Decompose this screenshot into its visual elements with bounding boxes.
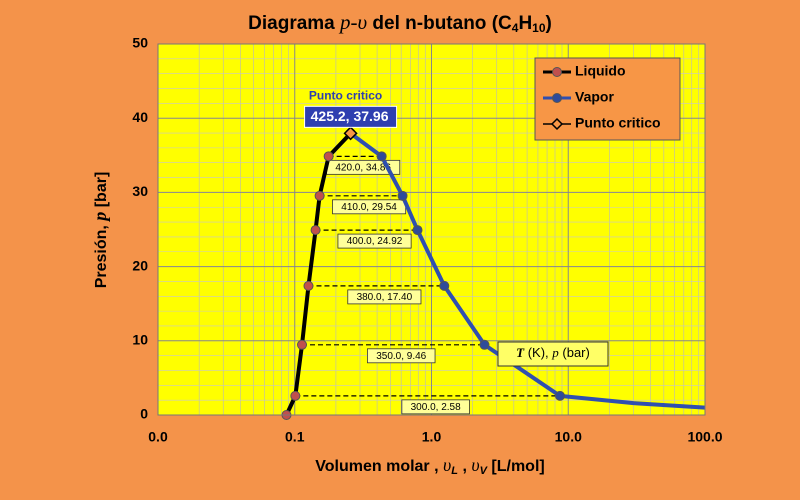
point-label: 420.0, 34.86 <box>335 162 391 173</box>
point-marker <box>323 151 334 162</box>
y-tick-label: 0 <box>140 406 148 422</box>
point-marker <box>554 390 565 401</box>
point-marker <box>412 225 423 236</box>
x-axis-label: Volumen molar , υL , υV [L/mol] <box>315 455 544 477</box>
legend-label: Vapor <box>575 89 614 105</box>
point-marker <box>303 280 314 291</box>
point-marker <box>376 151 387 162</box>
chart-title: Diagrama p-υ del n-butano (C4H10) <box>248 10 552 35</box>
point-marker <box>297 339 308 350</box>
annotation-part: (bar) <box>559 345 590 360</box>
y-tick-label: 10 <box>132 332 148 348</box>
y-axis-label: Presión, p [bar] <box>90 172 110 289</box>
point-label: 410.0, 29.54 <box>341 202 397 213</box>
title-part: del n-butano (C <box>367 13 512 34</box>
title-part: p-υ <box>338 10 367 34</box>
legend-marker <box>550 117 564 131</box>
xlabel-part: Volumen molar , <box>315 458 443 475</box>
x-tick-label: 100.0 <box>687 429 722 445</box>
legend-marker <box>552 93 562 103</box>
xlabel-part: V <box>480 465 489 477</box>
point-label-box <box>367 348 436 364</box>
y-tick-label: 40 <box>132 109 148 125</box>
point-label-box <box>401 399 470 415</box>
point-label: 380.0, 17.40 <box>357 292 413 303</box>
y-tick-label: 30 <box>132 183 148 199</box>
xlabel-part: [L/mol] <box>487 458 545 475</box>
point-marker <box>397 190 408 201</box>
title-part: ) <box>546 13 552 34</box>
annotation-text: T (K), p (bar) <box>516 345 590 360</box>
annotation-part: p <box>551 345 559 360</box>
title-part: H <box>518 13 532 34</box>
point-marker <box>479 339 490 350</box>
legend-label: Liquido <box>575 63 626 79</box>
ylabel-part: [bar] <box>93 172 110 212</box>
x-tick-label: 10.0 <box>555 429 582 445</box>
critical-title: Punto critico <box>309 89 382 103</box>
point-label: 350.0, 9.46 <box>376 351 426 362</box>
annotation-part: (K), <box>524 345 552 360</box>
point-marker <box>439 280 450 291</box>
legend-label: Punto critico <box>575 115 661 131</box>
point-marker <box>314 190 325 201</box>
annotation-box <box>497 341 609 367</box>
xlabel-part: υ <box>443 455 451 475</box>
title-part: 4 <box>512 21 519 35</box>
critical-marker <box>343 126 358 141</box>
legend: Liquido Vapor Punto critico <box>534 57 681 141</box>
y-tick-label: 20 <box>132 257 148 273</box>
point-label: 400.0, 24.92 <box>347 236 403 247</box>
xlabel-part: L <box>451 465 458 477</box>
y-tick-label: 50 <box>132 35 148 51</box>
annotation-part: T <box>516 345 525 360</box>
annotation: T (K), p (bar) <box>497 341 609 367</box>
plot: 300.0, 2.58 350.0, 9.46 380.0, 17.40 400.0,… <box>281 89 706 420</box>
title-part: 10 <box>532 21 546 35</box>
critical-label: 425.2, 37.96 <box>311 108 389 124</box>
legend-marker <box>552 67 562 77</box>
critical-label-box <box>304 105 398 128</box>
point-marker <box>310 225 321 236</box>
xlabel-part: , <box>458 458 471 475</box>
point-label-box <box>347 289 422 305</box>
series-line <box>284 131 353 416</box>
plot-border <box>157 43 706 416</box>
x-tick-label: 1.0 <box>422 429 442 445</box>
ylabel-part: Presión, <box>93 221 110 289</box>
x-tick-label: 0.0 <box>148 429 168 445</box>
title-part: Diagrama <box>248 13 340 34</box>
point-label: 300.0, 2.58 <box>411 402 461 413</box>
point-label-box <box>337 233 412 249</box>
x-tick-label: 0.1 <box>285 429 305 445</box>
xlabel-part: υ <box>471 455 479 475</box>
point-marker <box>290 390 301 401</box>
ylabel-part: p <box>90 212 110 223</box>
